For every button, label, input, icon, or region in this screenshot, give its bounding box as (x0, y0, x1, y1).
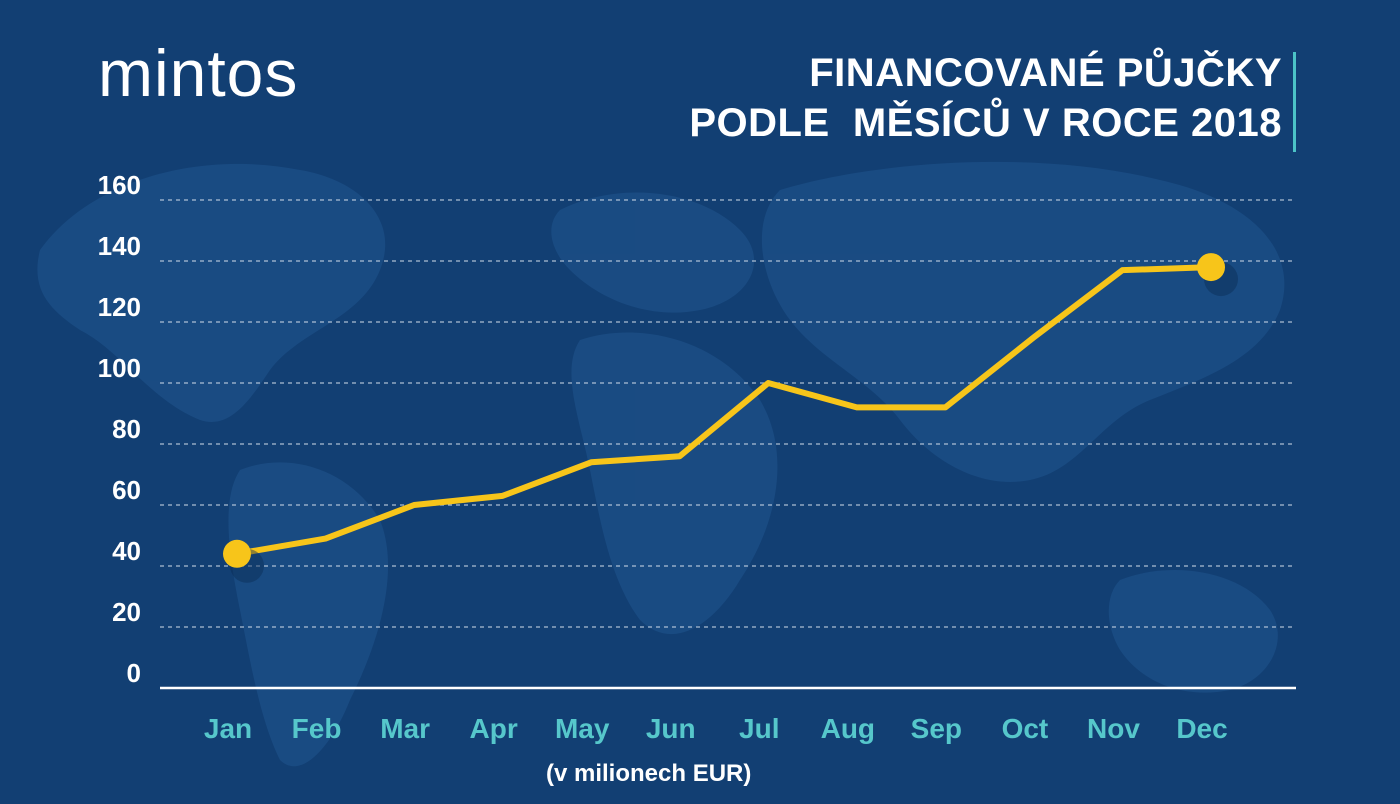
chart-title: FINANCOVANÉ PŮJČKY PODLE MĚSÍCŮ V ROCE 2… (689, 48, 1282, 148)
data-point-jan (223, 539, 251, 568)
x-tick-label-dec: Dec (1176, 713, 1227, 744)
data-point-jun (677, 453, 683, 459)
x-tick-label-mar: Mar (380, 713, 430, 744)
data-point-oct (1031, 334, 1037, 340)
world-map-background (37, 161, 1285, 767)
x-tick-label-may: May (555, 713, 610, 744)
chart-title-line-1: FINANCOVANÉ PŮJČKY (809, 51, 1282, 95)
y-tick-label-120: 120 (98, 292, 141, 322)
data-point-apr (500, 493, 506, 499)
x-tick-label-jan: Jan (204, 713, 252, 744)
data-point-feb (323, 536, 329, 542)
x-tick-label-nov: Nov (1087, 713, 1140, 744)
y-tick-label-80: 80 (112, 414, 141, 444)
x-tick-label-oct: Oct (1002, 713, 1049, 744)
x-tick-label-sep: Sep (911, 713, 962, 744)
y-gridlines (160, 199, 1296, 690)
y-tick-label-0: 0 (127, 658, 141, 688)
x-tick-label-jul: Jul (739, 713, 779, 744)
data-point-nov (1119, 267, 1125, 273)
data-point-dec (1197, 253, 1225, 282)
x-tick-label-aug: Aug (821, 713, 875, 744)
x-tick-label-feb: Feb (292, 713, 342, 744)
mintos-logo: mintos (98, 36, 299, 110)
series-loans (223, 253, 1238, 583)
x-axis-tick-labels: Jan Feb Mar Apr May Jun Jul Aug Sep Oct Nov Dec (204, 713, 1228, 744)
y-tick-label-140: 140 (98, 231, 141, 261)
chart-title-line-2: PODLE MĚSÍCŮ V ROCE 2018 (689, 101, 1282, 145)
data-point-jul (765, 380, 771, 386)
y-tick-label-60: 60 (112, 475, 141, 505)
y-tick-label-160: 160 (98, 170, 141, 200)
title-accent-bar (1293, 52, 1296, 152)
y-tick-label-100: 100 (98, 353, 141, 383)
data-point-sep (942, 404, 948, 410)
data-point-may (588, 459, 594, 465)
x-tick-label-jun: Jun (646, 713, 696, 744)
y-axis-tick-labels: 0 20 40 60 80 100 120 140 160 (98, 170, 141, 688)
data-point-aug (854, 404, 860, 410)
series-line (234, 264, 1214, 557)
y-tick-label-40: 40 (112, 536, 141, 566)
x-tick-label-apr: Apr (470, 713, 518, 744)
data-point-mar (411, 502, 417, 508)
y-tick-label-20: 20 (112, 597, 141, 627)
unit-note: (v milionech EUR) (546, 760, 752, 787)
